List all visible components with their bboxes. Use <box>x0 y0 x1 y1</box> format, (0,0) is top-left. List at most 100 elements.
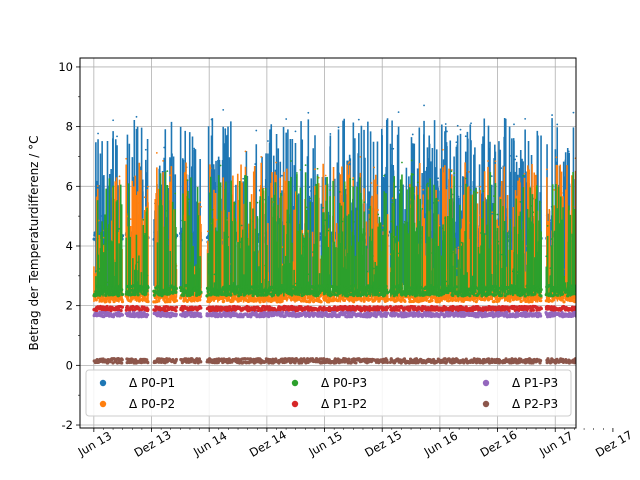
series-outlier <box>551 114 553 116</box>
series-outlier <box>476 191 479 194</box>
series-point <box>95 308 99 313</box>
series-point <box>319 300 323 304</box>
series-outlier <box>308 186 311 189</box>
series-outlier <box>426 182 429 185</box>
series-outlier <box>445 280 448 283</box>
series-outlier <box>186 179 189 182</box>
series-outlier <box>327 229 330 232</box>
series-outlier <box>500 167 503 170</box>
series-outlier <box>411 133 414 136</box>
series-outlier <box>281 174 283 177</box>
series-outlier <box>479 185 482 188</box>
series-outlier <box>509 154 512 157</box>
series-point <box>146 285 150 290</box>
series-outlier <box>275 161 277 164</box>
series-outlier <box>453 172 456 175</box>
series-outlier <box>465 177 467 180</box>
series-outlier <box>494 160 497 163</box>
series-outlier <box>344 246 347 248</box>
series-outlier <box>304 164 307 167</box>
series-outlier <box>226 217 228 220</box>
series-point <box>120 292 125 297</box>
series-outlier <box>199 201 202 204</box>
series-point <box>280 299 284 303</box>
series-outlier <box>519 200 522 203</box>
series-outlier <box>147 185 149 188</box>
series-outlier <box>193 147 196 150</box>
series-outlier <box>391 200 394 202</box>
series-outlier <box>242 177 245 180</box>
series-outlier <box>490 175 493 178</box>
series-outlier <box>357 118 360 121</box>
series-outlier <box>294 130 297 133</box>
series-outlier <box>514 158 517 161</box>
series-outlier <box>377 213 380 216</box>
series-outlier <box>493 195 495 197</box>
series-point <box>523 294 527 298</box>
series-outlier <box>97 132 99 135</box>
series-outlier <box>211 208 214 211</box>
series-point <box>137 299 141 303</box>
series-outlier <box>125 157 128 160</box>
series-outlier <box>206 230 209 233</box>
series-point <box>146 307 150 312</box>
series-point <box>430 298 434 303</box>
series-outlier <box>455 141 458 144</box>
series-point <box>174 305 179 309</box>
series-outlier <box>234 202 237 205</box>
series-outlier <box>391 197 394 200</box>
series-outlier <box>567 150 570 153</box>
series-outlier <box>255 129 258 132</box>
series-outlier <box>497 240 500 243</box>
series-outlier <box>392 147 395 150</box>
series-point <box>368 297 372 302</box>
series-outlier <box>401 161 403 164</box>
series-outlier <box>375 184 378 187</box>
series-point <box>174 299 179 303</box>
series-outlier <box>329 225 332 227</box>
series-point <box>468 294 472 298</box>
series-point <box>519 299 523 304</box>
series-point <box>492 299 496 304</box>
series-outlier <box>316 167 319 170</box>
series-point <box>94 298 98 302</box>
series-point <box>451 293 455 298</box>
series-outlier <box>219 164 222 167</box>
series-outlier <box>324 174 327 177</box>
series-outlier <box>96 237 99 240</box>
series-outlier <box>118 175 121 178</box>
series-outlier <box>307 111 310 114</box>
series-outlier <box>412 173 415 176</box>
series-point <box>174 286 178 291</box>
series-point <box>120 305 125 309</box>
series-outlier <box>546 224 549 227</box>
series-point <box>209 298 213 302</box>
series-outlier <box>94 270 97 272</box>
series-outlier <box>322 206 324 209</box>
series-outlier <box>338 190 341 193</box>
series-outlier <box>437 177 440 180</box>
series-outlier <box>135 115 138 118</box>
series-outlier <box>373 166 376 169</box>
series-outlier <box>166 185 169 188</box>
series-outlier <box>370 182 373 184</box>
series-outlier <box>146 274 149 277</box>
series-outlier <box>309 197 312 200</box>
series-point <box>300 293 304 298</box>
series-outlier <box>572 111 575 114</box>
series-outlier <box>372 267 375 270</box>
series-point <box>330 292 334 297</box>
series-point <box>539 294 543 298</box>
series-point <box>185 299 189 303</box>
series-outlier <box>222 108 225 111</box>
series-outlier <box>129 218 132 220</box>
series-outlier <box>256 201 259 204</box>
series-outlier <box>470 122 472 125</box>
series-outlier <box>457 246 460 249</box>
series-outlier <box>422 188 425 191</box>
series-outlier <box>359 155 362 158</box>
series-outlier <box>394 185 397 188</box>
series-outlier <box>116 135 118 138</box>
series-outlier <box>377 209 379 211</box>
